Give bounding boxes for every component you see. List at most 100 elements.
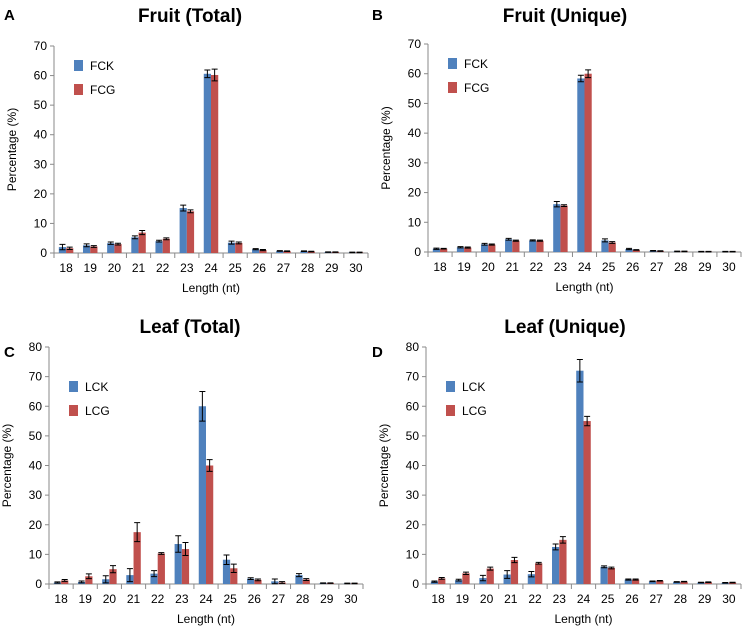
legend-swatch — [448, 58, 457, 69]
error-bar — [479, 574, 486, 582]
error-bar — [206, 459, 213, 472]
error-bar — [673, 581, 680, 583]
bar-lck-24 — [576, 370, 584, 584]
error-bar — [349, 251, 356, 254]
error-bar — [182, 542, 189, 557]
x-tick-label: 29 — [320, 592, 334, 606]
error-bar — [722, 582, 729, 584]
error-bar — [455, 578, 462, 582]
error-bar — [199, 390, 206, 422]
error-bar — [512, 239, 519, 242]
chart-panel-a: A Fruit (Total) 0 10 20 30 40 50 60 70 18 19 20 21 22 2… — [4, 6, 369, 295]
x-tick-label: 20 — [103, 592, 117, 606]
y-tick-label: 60 — [408, 67, 422, 81]
bar-fcg-18 — [66, 248, 74, 253]
legend-label: LCK — [462, 380, 485, 394]
x-tick-label: 27 — [650, 592, 664, 606]
legend-label: LCG — [462, 404, 487, 418]
error-bar — [235, 241, 242, 245]
bar-fcg-21 — [138, 232, 146, 253]
x-tick-label: 22 — [530, 260, 544, 274]
error-bar — [505, 237, 512, 241]
error-bar — [650, 250, 657, 252]
x-tick-label: 22 — [528, 592, 542, 606]
bar-lcg-19 — [85, 576, 93, 584]
x-axis-label: Length (nt) — [554, 612, 612, 626]
bar-lcg-27 — [656, 580, 664, 584]
error-bar — [228, 240, 235, 245]
error-bar — [247, 577, 254, 581]
y-tick-label: 80 — [406, 340, 420, 354]
y-tick-label: 10 — [406, 547, 420, 561]
y-tick-label: 20 — [406, 518, 420, 532]
y-tick-label: 50 — [34, 98, 48, 112]
legend-label: FCK — [464, 57, 488, 71]
x-tick-label: 28 — [674, 592, 688, 606]
error-bar — [126, 568, 133, 583]
error-bar — [705, 581, 712, 584]
error-bar — [511, 556, 518, 564]
bar-fck-23 — [553, 204, 561, 252]
x-tick-label: 18 — [59, 261, 73, 275]
error-bar — [163, 237, 170, 241]
error-bar — [344, 582, 351, 585]
error-bar — [656, 579, 663, 582]
legend-swatch — [74, 84, 83, 95]
legend-label: LCG — [85, 404, 110, 418]
error-bar — [462, 571, 469, 576]
y-tick-label: 50 — [29, 429, 43, 443]
x-tick-label: 24 — [578, 260, 592, 274]
error-bar — [674, 250, 681, 253]
bar-fck-20 — [107, 243, 115, 253]
y-tick-label: 30 — [29, 488, 43, 502]
error-bar — [54, 581, 61, 584]
chart-title: Fruit (Unique) — [503, 6, 628, 27]
y-tick-label: 50 — [408, 96, 422, 110]
x-tick-label: 21 — [506, 260, 520, 274]
x-tick-label: 30 — [722, 592, 736, 606]
error-bar — [576, 358, 583, 383]
bar-lcg-18 — [438, 578, 446, 584]
bar-fck-26 — [252, 249, 260, 253]
error-bar — [438, 576, 445, 580]
y-tick-label: 0 — [40, 246, 47, 260]
error-bar — [158, 552, 165, 555]
x-tick-label: 28 — [301, 261, 315, 275]
y-tick-label: 50 — [406, 429, 420, 443]
x-tick-label: 23 — [175, 592, 189, 606]
bar-fck-21 — [131, 237, 139, 253]
error-bar — [457, 246, 464, 249]
bar-fcg-19 — [464, 247, 472, 252]
bar-fck-24 — [203, 73, 211, 253]
bar-lck-28 — [295, 575, 303, 584]
x-tick-label: 27 — [650, 260, 664, 274]
error-bar — [259, 248, 266, 252]
chart-title: Fruit (Total) — [138, 6, 242, 27]
legend-swatch — [446, 405, 455, 416]
chart-title: Leaf (Total) — [140, 317, 241, 338]
error-bar — [300, 250, 307, 253]
error-bar — [626, 247, 633, 251]
bar-fck-18 — [432, 248, 441, 252]
bar-lck-23 — [552, 546, 560, 584]
bar-fck-24 — [577, 78, 585, 253]
y-tick-label: 20 — [408, 186, 422, 200]
x-tick-label: 28 — [296, 592, 310, 606]
error-bar — [698, 250, 705, 253]
bar-fck-26 — [625, 249, 633, 252]
bar-fcg-25 — [235, 242, 243, 253]
bar-lcg-22 — [157, 553, 165, 584]
error-bar — [230, 563, 237, 573]
error-bar — [115, 242, 122, 246]
error-bar — [487, 566, 494, 571]
bar-fcg-26 — [259, 250, 267, 253]
error-bar — [681, 580, 688, 583]
y-tick-label: 60 — [406, 399, 420, 413]
y-tick-label: 0 — [35, 577, 42, 591]
bar-fcg-22 — [536, 240, 544, 252]
bar-lck-22 — [527, 574, 536, 584]
bar-lck-26 — [247, 578, 255, 584]
error-bar — [681, 250, 688, 253]
bar-lcg-21 — [510, 560, 519, 584]
x-tick-label: 18 — [431, 592, 445, 606]
